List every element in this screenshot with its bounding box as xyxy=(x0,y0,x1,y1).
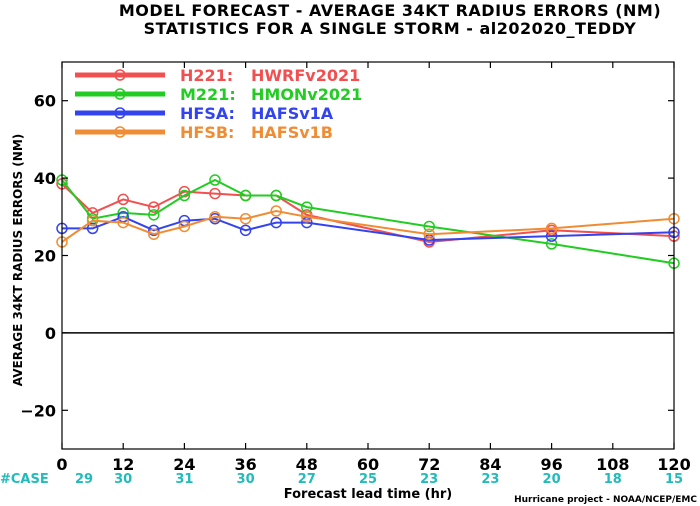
legend-entry: M221: HMONv2021 xyxy=(75,85,362,104)
data-point xyxy=(545,222,558,235)
x-tick-label: 36 xyxy=(234,455,256,474)
legend-series-name: HAFSv1A xyxy=(251,104,334,123)
data-point xyxy=(148,224,160,237)
series-HMONv2021 xyxy=(56,174,680,269)
data-point xyxy=(178,189,191,202)
y-tick-label: 20 xyxy=(34,247,56,266)
y-axis-label: AVERAGE 34KT RADIUS ERRORS (NM) xyxy=(11,134,25,386)
series-HAFSv1B xyxy=(56,205,680,248)
data-point xyxy=(148,201,160,213)
data-point xyxy=(148,228,160,240)
data-point xyxy=(117,193,129,206)
legend-swatch-marker xyxy=(114,126,126,138)
x-tick-label: 108 xyxy=(596,455,629,474)
case-count: 18 xyxy=(604,472,622,487)
series-line xyxy=(61,178,675,265)
legend-entry: H221: HWRFv2021 xyxy=(75,66,360,85)
data-point xyxy=(86,222,99,235)
case-label: #CASE xyxy=(0,472,49,487)
case-count: 30 xyxy=(114,472,132,487)
data-point xyxy=(423,220,435,233)
x-axis-label: Forecast lead time (hr) xyxy=(284,487,452,502)
data-point xyxy=(178,220,191,233)
x-tick-label: 60 xyxy=(357,455,379,474)
x-tick-label: 120 xyxy=(657,455,690,474)
x-tick-label: 0 xyxy=(56,455,67,474)
legend-series-name: HMONv2021 xyxy=(251,85,362,104)
y-tick-label: 40 xyxy=(34,169,56,188)
case-count: 27 xyxy=(298,472,316,487)
legend: H221: HWRFv2021 M221: HMONv2021 HFSA: HAFSv1A… xyxy=(75,66,362,142)
chart-title-line2: STATISTICS FOR A SINGLE STORM - al202020… xyxy=(144,19,637,38)
case-count: 29 xyxy=(75,472,93,487)
data-point xyxy=(239,224,252,237)
case-count: 25 xyxy=(359,472,377,487)
legend-series-name: HAFSv1B xyxy=(251,123,333,142)
legend-swatch-marker xyxy=(114,107,126,119)
data-point xyxy=(209,187,221,200)
case-count: 15 xyxy=(665,472,683,487)
legend-series-name: HWRFv2021 xyxy=(251,66,360,85)
legend-swatch-marker xyxy=(114,88,126,100)
case-count: 23 xyxy=(481,472,499,487)
axis-ticks: 0291230243136304827602572238423962010818… xyxy=(20,62,691,487)
data-point xyxy=(270,205,282,217)
data-point xyxy=(270,189,282,202)
legend-entry: HFSB: HAFSv1B xyxy=(75,123,333,142)
data-point xyxy=(301,211,313,223)
y-tick-label: −20 xyxy=(20,401,56,420)
legend-model-code: M221: xyxy=(180,85,236,104)
plot-frame xyxy=(61,61,675,450)
data-point xyxy=(209,174,221,186)
data-point xyxy=(209,211,221,223)
x-tick-label: 72 xyxy=(418,455,440,474)
data-point xyxy=(423,228,435,240)
data-point xyxy=(86,214,99,227)
y-tick-label: 0 xyxy=(45,324,56,343)
case-count: 31 xyxy=(175,472,193,487)
x-tick-label: 84 xyxy=(479,455,501,474)
legend-model-code: HFSA: xyxy=(180,104,235,123)
data-point xyxy=(545,238,558,250)
x-tick-label: 48 xyxy=(296,455,318,474)
legend-swatch-marker xyxy=(114,69,126,81)
case-count: 23 xyxy=(420,472,438,487)
x-tick-label: 12 xyxy=(112,455,134,474)
data-point xyxy=(270,216,282,229)
legend-entry: HFSA: HAFSv1A xyxy=(75,104,334,123)
data-point xyxy=(545,230,558,242)
x-tick-label: 24 xyxy=(173,455,195,474)
series-layer xyxy=(56,174,680,269)
legend-model-code: HFSB: xyxy=(180,123,234,142)
data-point xyxy=(239,189,252,202)
credit-text: Hurricane project - NOAA/NCEP/EMC xyxy=(514,495,697,505)
x-tick-label: 96 xyxy=(540,455,562,474)
case-count: 20 xyxy=(543,472,561,487)
data-point xyxy=(117,216,129,229)
data-point xyxy=(239,212,252,225)
legend-model-code: H221: xyxy=(180,66,233,85)
data-point xyxy=(148,209,160,221)
y-tick-label: 60 xyxy=(34,92,56,111)
chart-title-line1: MODEL FORECAST - AVERAGE 34KT RADIUS ERR… xyxy=(119,1,661,20)
case-count: 30 xyxy=(237,472,255,487)
